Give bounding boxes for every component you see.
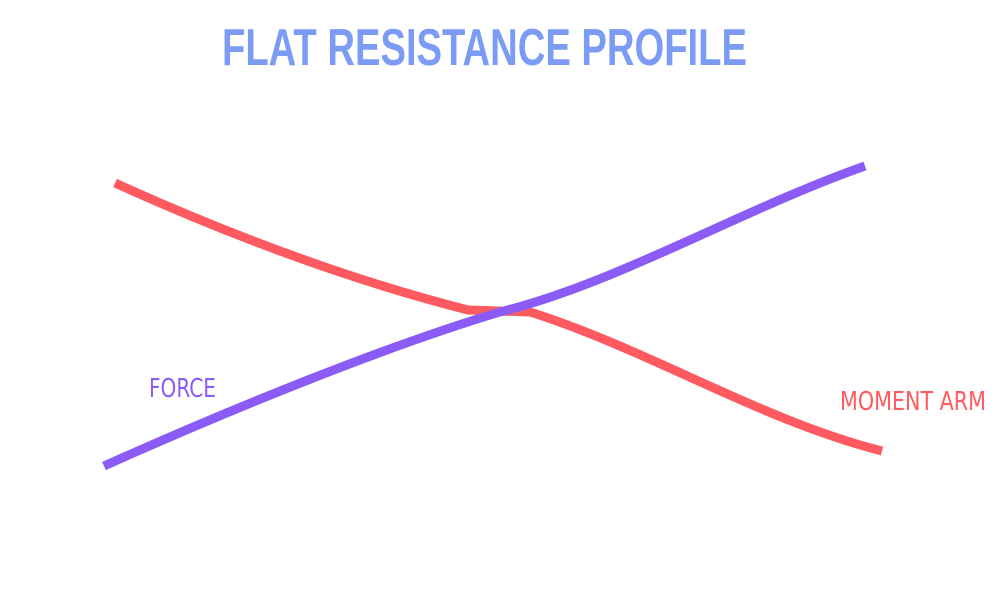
force-label: FORCE — [149, 374, 216, 404]
force-curve — [102, 161, 867, 471]
moment-arm-label: MOMENT ARM — [840, 387, 986, 417]
title: FLAT RESISTANCE PROFILE — [222, 19, 747, 77]
